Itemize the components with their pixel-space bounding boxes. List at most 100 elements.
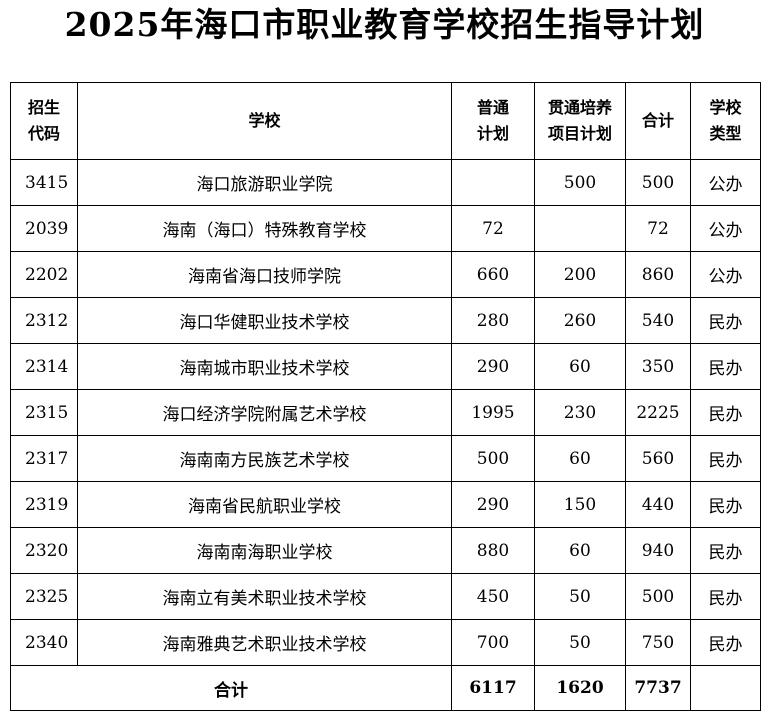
- page-title: 2025年海口市职业教育学校招生指导计划: [64, 5, 705, 44]
- header-through-line-1: 贯通培养: [547, 98, 612, 117]
- table-row: 2325 海南立有美术职业技术学校 450 50 500 民办: [10, 573, 761, 620]
- cell-type: 公办: [690, 159, 761, 206]
- cell-general: 500: [451, 435, 535, 482]
- cell-total: 72: [625, 205, 691, 252]
- total-type: [690, 665, 761, 711]
- cell-through: 60: [534, 435, 626, 482]
- cell-through: 260: [534, 297, 626, 344]
- cell-through: 60: [534, 527, 626, 574]
- cell-code: 2340: [10, 619, 78, 666]
- header-general-line-1: 普通: [476, 98, 509, 117]
- header-type-line-2: 类型: [709, 124, 742, 143]
- table-row: 3415 海口旅游职业学院 500 500 公办: [10, 159, 761, 206]
- table-row: 2039 海南（海口）特殊教育学校 72 72 公办: [10, 205, 761, 252]
- cell-through: 500: [534, 159, 626, 206]
- total-general: 6117: [451, 665, 535, 711]
- header-code-line-1: 招生: [27, 98, 60, 117]
- header-general-plan: 普通 计划: [451, 82, 535, 160]
- header-school: 学校: [77, 82, 452, 160]
- header-total-line-1: 合计: [641, 111, 674, 130]
- header-school-line-1: 学校: [248, 111, 281, 130]
- cell-total: 440: [625, 481, 691, 528]
- cell-general: 290: [451, 481, 535, 528]
- cell-type: 民办: [690, 435, 761, 482]
- cell-type: 民办: [690, 573, 761, 620]
- cell-school: 海口华健职业技术学校: [77, 297, 452, 344]
- header-code-line-2: 代码: [27, 124, 60, 143]
- cell-code: 2317: [10, 435, 78, 482]
- header-school-type: 学校 类型: [690, 82, 761, 160]
- cell-type: 民办: [690, 527, 761, 574]
- cell-type: 公办: [690, 205, 761, 252]
- cell-type: 民办: [690, 481, 761, 528]
- cell-total: 350: [625, 343, 691, 390]
- cell-type: 民办: [690, 619, 761, 666]
- total-total: 7737: [625, 665, 691, 711]
- cell-code: 2320: [10, 527, 78, 574]
- cell-through: 200: [534, 251, 626, 298]
- header-through-plan: 贯通培养 项目计划: [534, 82, 626, 160]
- cell-general: 280: [451, 297, 535, 344]
- cell-school: 海南雅典艺术职业技术学校: [77, 619, 452, 666]
- cell-school: 海南（海口）特殊教育学校: [77, 205, 452, 252]
- table-row: 2340 海南雅典艺术职业技术学校 700 50 750 民办: [10, 619, 761, 666]
- table-row: 2202 海南省海口技师学院 660 200 860 公办: [10, 251, 761, 298]
- cell-code: 2312: [10, 297, 78, 344]
- cell-general: 880: [451, 527, 535, 574]
- header-type-line-1: 学校: [709, 98, 742, 117]
- cell-code: 2315: [10, 389, 78, 436]
- cell-general: 1995: [451, 389, 535, 436]
- table-row: 2317 海南南方民族艺术学校 500 60 560 民办: [10, 435, 761, 482]
- cell-total: 860: [625, 251, 691, 298]
- cell-general: 72: [451, 205, 535, 252]
- cell-type: 民办: [690, 297, 761, 344]
- table-row: 2315 海口经济学院附属艺术学校 1995 230 2225 民办: [10, 389, 761, 436]
- cell-through: 50: [534, 573, 626, 620]
- cell-through: 230: [534, 389, 626, 436]
- cell-through: 50: [534, 619, 626, 666]
- cell-type: 民办: [690, 343, 761, 390]
- cell-code: 3415: [10, 159, 78, 206]
- cell-school: 海口旅游职业学院: [77, 159, 452, 206]
- cell-school: 海南立有美术职业技术学校: [77, 573, 452, 620]
- total-row: 合计 6117 1620 7737: [10, 665, 761, 711]
- header-general-line-2: 计划: [476, 124, 509, 143]
- table-row: 2312 海口华健职业技术学校 280 260 540 民办: [10, 297, 761, 344]
- cell-total: 540: [625, 297, 691, 344]
- cell-through: [534, 205, 626, 252]
- cell-code: 2319: [10, 481, 78, 528]
- total-label: 合计: [10, 665, 452, 711]
- cell-code: 2039: [10, 205, 78, 252]
- cell-general: 450: [451, 573, 535, 620]
- table-row: 2320 海南南海职业学校 880 60 940 民办: [10, 527, 761, 574]
- cell-general: 290: [451, 343, 535, 390]
- cell-through: 60: [534, 343, 626, 390]
- enrollment-plan-table: 招生 代码 学校 普通 计划 贯通培养 项目计划 合计 学校 类型: [10, 82, 761, 711]
- cell-type: 公办: [690, 251, 761, 298]
- cell-total: 500: [625, 573, 691, 620]
- cell-type: 民办: [690, 389, 761, 436]
- cell-general: 660: [451, 251, 535, 298]
- cell-school: 海口经济学院附属艺术学校: [77, 389, 452, 436]
- cell-total: 2225: [625, 389, 691, 436]
- header-through-line-2: 项目计划: [547, 124, 612, 143]
- table-row: 2314 海南城市职业技术学校 290 60 350 民办: [10, 343, 761, 390]
- cell-code: 2314: [10, 343, 78, 390]
- table-row: 2319 海南省民航职业学校 290 150 440 民办: [10, 481, 761, 528]
- cell-school: 海南城市职业技术学校: [77, 343, 452, 390]
- cell-school: 海南南方民族艺术学校: [77, 435, 452, 482]
- cell-total: 940: [625, 527, 691, 574]
- cell-school: 海南省海口技师学院: [77, 251, 452, 298]
- cell-code: 2325: [10, 573, 78, 620]
- cell-general: 700: [451, 619, 535, 666]
- cell-school: 海南省民航职业学校: [77, 481, 452, 528]
- cell-general: [451, 159, 535, 206]
- cell-code: 2202: [10, 251, 78, 298]
- header-code: 招生 代码: [10, 82, 78, 160]
- cell-total: 750: [625, 619, 691, 666]
- table-header-row: 招生 代码 学校 普通 计划 贯通培养 项目计划 合计 学校 类型: [10, 82, 761, 160]
- cell-total: 560: [625, 435, 691, 482]
- cell-total: 500: [625, 159, 691, 206]
- total-through: 1620: [534, 665, 626, 711]
- header-total: 合计: [625, 82, 691, 160]
